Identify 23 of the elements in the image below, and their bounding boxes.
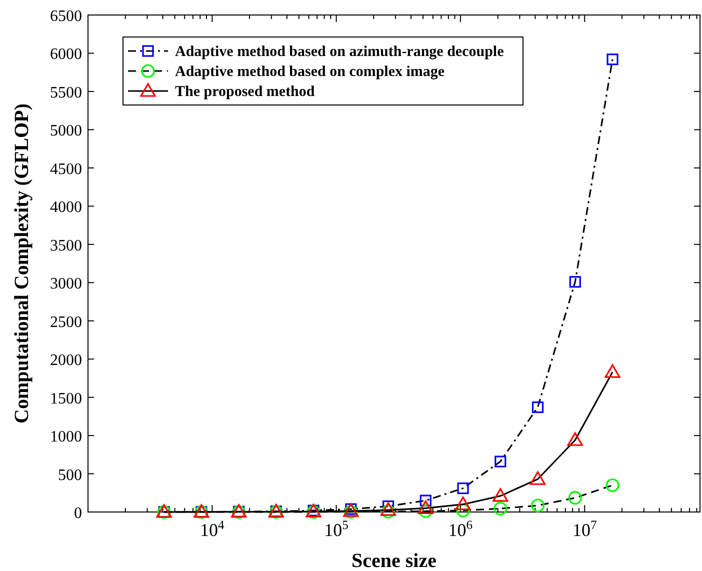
x-tick-label: 10$^{5}$	[324, 518, 348, 540]
y-tick-label: 3500	[50, 237, 82, 254]
y-tick-label: 500	[58, 466, 82, 484]
y-tick-label: 0	[74, 505, 82, 522]
legend-label: Adaptive method based on azimuth-range decouple	[175, 44, 504, 60]
x-tick-label: 10$^{7}$	[572, 518, 597, 540]
y-tick-label: 1000	[50, 428, 82, 446]
y-tick-label: 2500	[50, 314, 82, 331]
y-tick-label: 3000	[50, 276, 82, 293]
y-tick-label: 4000	[50, 199, 82, 216]
y-tick-label: 5500	[50, 84, 82, 102]
y-tick-label: 1500	[50, 390, 82, 408]
y-tick-label: 2000	[50, 352, 82, 370]
y-axis-title: Computational Complexity (GFLOP)	[11, 104, 33, 424]
legend-label: The proposed method	[175, 84, 316, 100]
y-tick-label: 5000	[50, 122, 82, 140]
x-tick-label: 10$^{4}$	[200, 518, 226, 540]
x-tick-label: 10$^{6}$	[448, 518, 473, 540]
y-tick-label: 4500	[50, 160, 82, 178]
y-tick-label: 6500	[50, 8, 82, 25]
legend-label: Adaptive method based on complex image	[175, 64, 445, 80]
y-tick-label: 6000	[50, 46, 82, 64]
x-axis-title: Scene size	[352, 550, 437, 571]
